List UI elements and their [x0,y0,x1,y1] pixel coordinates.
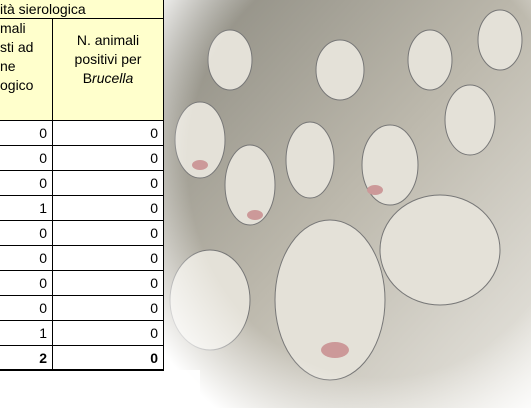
data-cell: 0 [53,171,164,196]
data-cell: 0 [53,196,164,221]
data-cell: 1 [0,321,53,346]
header-line: positivi per [74,51,142,67]
header-cell: N. animali positivi per Brucella [53,19,164,121]
photo-fade [160,0,531,408]
data-cell: 0 [53,321,164,346]
header-text: B [82,70,93,86]
data-cell: 0 [53,146,164,171]
table-caption: ità sierologica [0,0,164,19]
data-cell: 0 [53,121,164,146]
header-line: ne [0,58,16,74]
header-cell: mali sti ad ne ogico [0,19,53,121]
data-cell: 1 [0,196,53,221]
data-cell: 0 [0,296,53,321]
total-cell: 2 [0,346,53,371]
data-cell: 0 [0,221,53,246]
data-cell: 0 [0,246,53,271]
header-line: ogico [0,77,34,93]
data-cell: 0 [53,246,164,271]
total-cell: 0 [53,346,164,371]
header-line: Brucella [53,69,163,88]
data-cell: 0 [0,146,53,171]
data-cell: 0 [0,271,53,296]
data-cell: 0 [53,221,164,246]
data-cell: 0 [53,271,164,296]
photo-fade-bottom [0,370,200,408]
header-line: mali [0,20,26,36]
header-line: sti ad [0,39,34,55]
header-text: rucella [92,70,134,86]
header-line: N. animali [76,32,140,48]
data-cell: 0 [53,296,164,321]
data-cell: 0 [0,121,53,146]
data-cell: 0 [0,171,53,196]
